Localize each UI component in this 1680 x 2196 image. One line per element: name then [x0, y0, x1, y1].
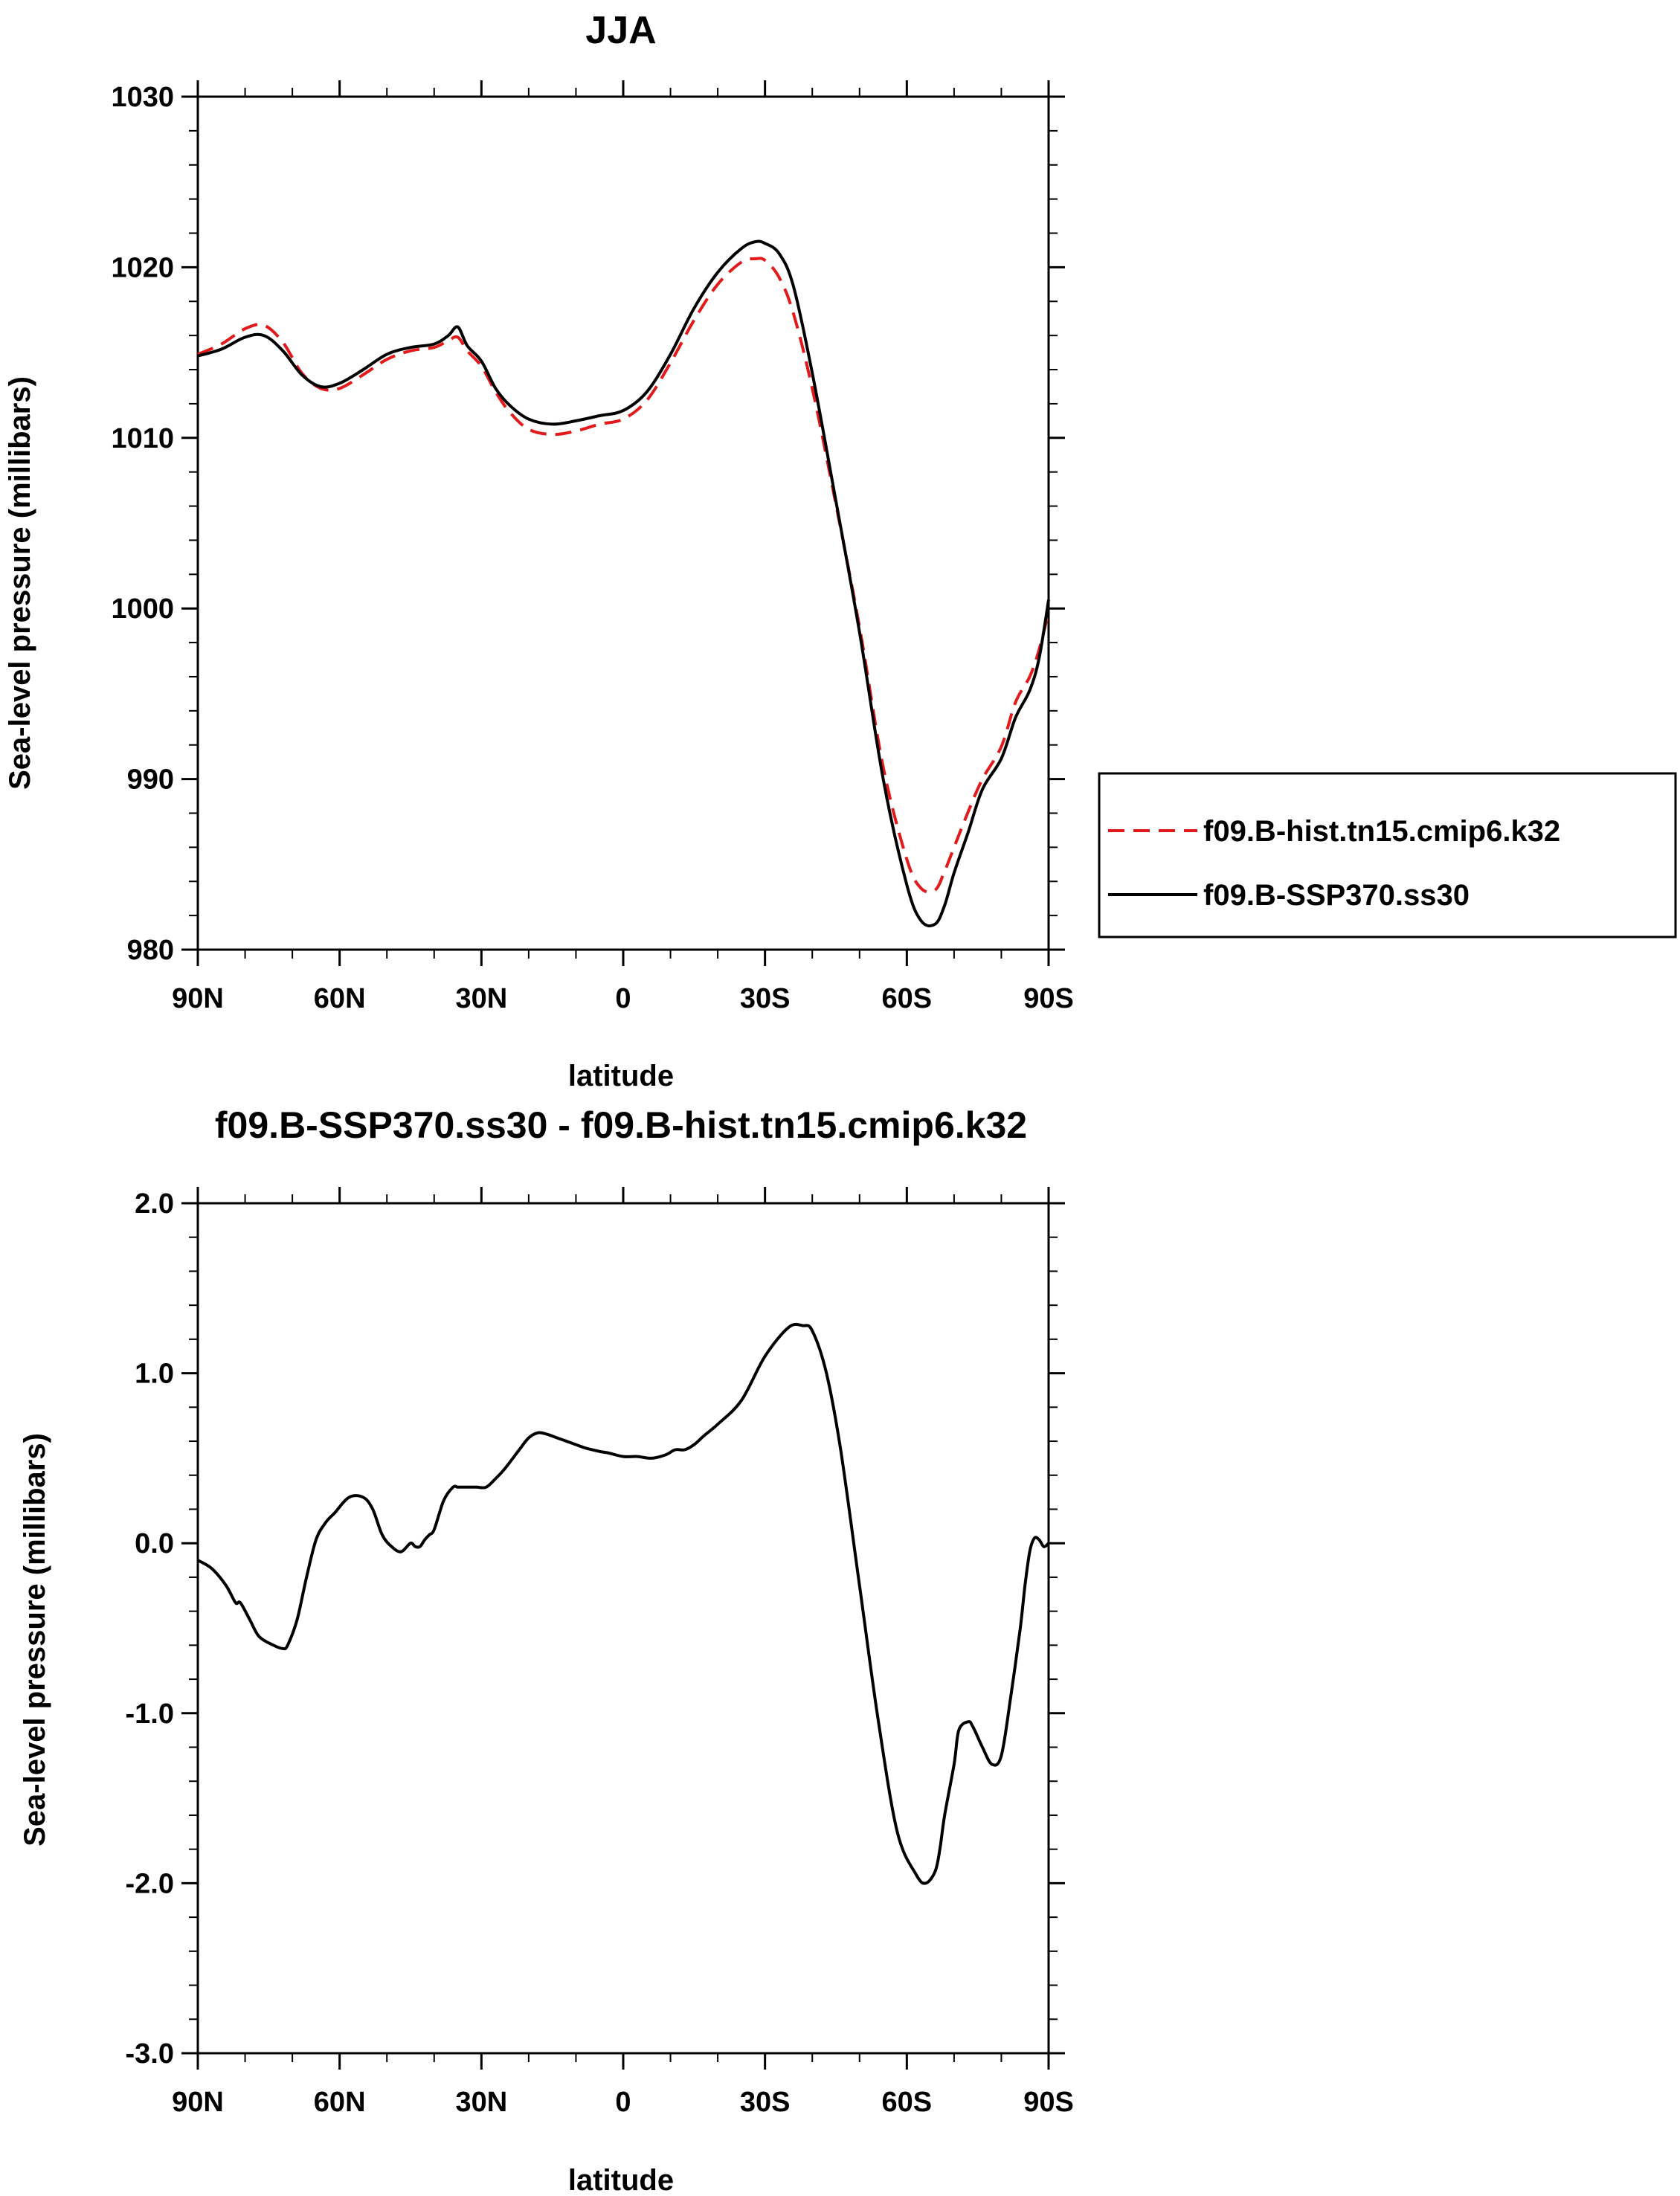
- series-line-0: [197, 257, 1050, 894]
- x-tick-label: 60N: [314, 983, 366, 1014]
- x-axis-label: latitude: [568, 2164, 674, 2196]
- y-tick-label: -2.0: [126, 1868, 174, 1899]
- x-tick-label: 0: [615, 983, 631, 1014]
- x-tick-label: 0: [615, 2087, 631, 2118]
- plot-area: [196, 1202, 1050, 2055]
- x-tick-label: 30N: [455, 983, 507, 1014]
- y-tick-label: -3.0: [126, 2038, 174, 2070]
- chart-title: JJA: [585, 9, 656, 52]
- y-tick-label: -1.0: [126, 1698, 174, 1730]
- series-line-0: [196, 1322, 1050, 1885]
- x-tick-label: 30S: [740, 983, 791, 1014]
- x-tick-label: 30S: [740, 2087, 791, 2118]
- axis-ticks: 90N 60N 30N 0 30S 60S 90S 980 990 1000 1010 1020 103…: [111, 80, 1074, 1014]
- y-tick-label: 2.0: [135, 1188, 174, 1220]
- plot-area: [196, 95, 1050, 951]
- x-tick-label: 90N: [172, 983, 224, 1014]
- axis-ticks: 90N 60N 30N 0 30S 60S 90S -3.0 -2.0 -1.0 0.0 1.0 2.0: [126, 1187, 1074, 2118]
- x-tick-label: 90N: [172, 2087, 224, 2118]
- legend-entry-hist: f09.B-hist.tn15.cmip6.k32: [1203, 815, 1560, 848]
- y-tick-label: 990: [127, 764, 174, 796]
- x-axis-label: latitude: [568, 1060, 674, 1092]
- y-tick-label: 1020: [111, 252, 174, 283]
- x-tick-label: 60S: [882, 2087, 933, 2118]
- chart-difference: f09.B-SSP370.ss30 - f09.B-hist.tn15.cmip…: [19, 1104, 1074, 2196]
- y-axis-label: Sea-level pressure (millibars): [4, 376, 36, 790]
- series-group: [197, 239, 1050, 927]
- y-axis-label: Sea-level pressure (millibars): [19, 1433, 51, 1846]
- chart-jja: JJA 90N 60N 30N 0 30S 60S 90S 980 990 1000 1010 102…: [4, 9, 1677, 1092]
- y-tick-label: 1.0: [135, 1359, 174, 1390]
- x-tick-label: 60S: [882, 983, 933, 1014]
- x-tick-label: 90S: [1023, 2087, 1074, 2118]
- legend: f09.B-hist.tn15.cmip6.k32 f09.B-SSP370.s…: [1098, 772, 1677, 938]
- x-tick-label: 30N: [455, 2087, 507, 2118]
- y-tick-label: 980: [127, 935, 174, 966]
- y-tick-label: 1000: [111, 593, 174, 625]
- y-tick-label: 1010: [111, 423, 174, 454]
- series-line-1: [197, 239, 1050, 927]
- legend-entry-ssp370: f09.B-SSP370.ss30: [1203, 879, 1470, 912]
- x-tick-label: 90S: [1023, 983, 1074, 1014]
- series-group: [196, 1322, 1050, 1885]
- y-tick-label: 0.0: [135, 1528, 174, 1559]
- legend-box: [1098, 772, 1677, 938]
- plot-frame: [196, 95, 1050, 951]
- y-tick-label: 1030: [111, 82, 174, 113]
- plot-frame: [196, 1202, 1050, 2055]
- chart-title: f09.B-SSP370.ss30 - f09.B-hist.tn15.cmip…: [215, 1104, 1027, 1146]
- x-tick-label: 60N: [314, 2087, 366, 2118]
